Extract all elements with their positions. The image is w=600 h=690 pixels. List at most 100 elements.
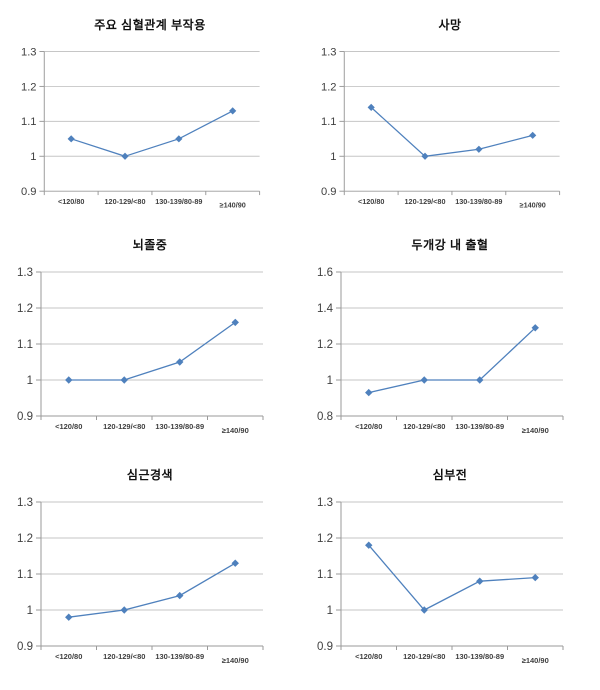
y-tick-label: 0.9 [321, 186, 337, 198]
x-tick-label: 120-129/<80 [103, 652, 145, 661]
data-point-marker [176, 358, 184, 366]
x-tick-label: 120-129/<80 [405, 197, 446, 206]
y-tick-label: 1.1 [21, 116, 36, 128]
data-point-marker [365, 388, 373, 397]
data-point-marker [229, 107, 237, 115]
x-tick-label: 130-139/80-89 [455, 422, 504, 431]
y-tick-label: 1 [27, 605, 33, 617]
chart-title: 심부전 [432, 468, 468, 482]
y-tick-label: 1 [327, 605, 333, 617]
y-tick-label: 1.2 [321, 81, 337, 93]
chart-title: 주요 심혈관계 부작용 [94, 18, 206, 32]
x-tick-label: ≥140/90 [222, 426, 249, 435]
data-point-marker [176, 591, 184, 600]
data-point-marker [529, 131, 537, 139]
x-tick-label: <120/80 [358, 197, 384, 206]
x-tick-label: <120/80 [55, 652, 82, 661]
y-tick-label: 1.2 [17, 303, 33, 315]
data-line [68, 562, 236, 618]
y-tick-label: 0.9 [17, 411, 33, 423]
y-tick-label: 1.3 [17, 267, 33, 279]
y-tick-label: 1.1 [317, 569, 333, 581]
chart-panel-major-cv-adverse-events: 주요 심혈관계 부작용 0.9 1 1.1 1.2 1.3 <120/80 120-129/… [0, 0, 300, 230]
y-tick-label: 1.4 [317, 303, 334, 315]
y-tick-label: 1.2 [17, 533, 33, 545]
y-tick-label: 1 [330, 151, 336, 163]
y-tick-label: 1.1 [321, 116, 337, 128]
data-line [370, 106, 533, 157]
chart-title: 사망 [438, 18, 462, 32]
y-tick-label: 1.2 [21, 81, 36, 93]
chart-panel-myocardial-infarction: 심근경색 0.9 1 1.1 1.2 1.3 <120/80 120-129/<80 130-… [0, 460, 300, 690]
y-tick-label: 1 [27, 375, 33, 387]
x-tick-label: 130-139/80-89 [455, 652, 504, 661]
x-tick-label: ≥140/90 [522, 656, 549, 665]
chart-panel-heart-failure: 심부전 0.9 1 1.1 1.2 1.3 <120/80 120-129/<80 130-1… [300, 460, 600, 690]
y-tick-label: 0.9 [17, 641, 33, 653]
data-point-marker [65, 376, 73, 384]
data-point-marker [231, 559, 239, 567]
y-tick-label: 1 [30, 151, 36, 163]
data-point-marker [67, 135, 75, 143]
data-point-marker [65, 613, 73, 621]
data-point-marker [121, 152, 129, 160]
x-tick-label: <120/80 [55, 422, 82, 431]
chart-panel-intracranial-hemorrhage: 두개강 내 출혈 0.8 1 1.2 1.4 1.6 <120/80 120-129/<80… [300, 230, 600, 460]
chart-canvas: 0.9 1 1.1 1.2 1.3 <120/80 120-129/<80 130-139/8… [321, 46, 561, 210]
y-tick-label: 0.9 [317, 641, 333, 653]
x-tick-label: 130-139/80-89 [155, 197, 202, 206]
y-tick-label: 0.8 [317, 411, 333, 423]
chart-panel-stroke: 뇌졸중 0.9 1 1.1 1.2 1.3 <120/80 120-129/<80 130-1… [0, 230, 300, 460]
x-tick-label: <120/80 [58, 197, 84, 206]
data-line [68, 321, 236, 381]
x-tick-label: ≥140/90 [522, 426, 549, 435]
data-point-marker [231, 318, 239, 327]
chart-canvas: 0.9 1 1.1 1.2 1.3 <120/80 120-129/<80 130-139/8… [317, 497, 564, 665]
x-tick-label: 120-129/<80 [103, 422, 145, 431]
data-line [368, 544, 536, 611]
x-tick-label: ≥140/90 [520, 201, 546, 210]
x-tick-label: ≥140/90 [220, 201, 246, 210]
chart-title: 뇌졸중 [132, 238, 168, 252]
chart-canvas: 0.9 1 1.1 1.2 1.3 <120/80 120-129/<80 130-139/8… [17, 497, 264, 665]
x-tick-label: <120/80 [355, 422, 382, 431]
data-line [70, 110, 233, 157]
chart-panel-death: 사망 0.9 1 1.1 1.2 1.3 <120/80 120-129/<80 130-13… [300, 0, 600, 230]
data-point-marker [365, 541, 373, 549]
chart-canvas: 0.8 1 1.2 1.4 1.6 <120/80 120-129/<80 130-139/8… [317, 267, 564, 435]
data-point-marker [476, 376, 484, 384]
y-tick-label: 1.1 [17, 339, 33, 351]
chart-canvas: 0.9 1 1.1 1.2 1.3 <120/80 120-129/<80 130-139/8… [17, 267, 264, 435]
x-tick-label: 120-129/<80 [403, 422, 445, 431]
data-point-marker [367, 103, 375, 111]
data-line [368, 327, 536, 394]
x-tick-label: ≥140/90 [222, 656, 249, 665]
y-tick-label: 1.1 [17, 569, 33, 581]
y-tick-label: 0.9 [21, 186, 36, 198]
chart-title: 심근경색 [126, 468, 174, 482]
y-tick-label: 1.3 [17, 497, 33, 509]
y-tick-label: 1.3 [317, 497, 333, 509]
data-point-marker [120, 376, 128, 384]
y-tick-label: 1.3 [21, 46, 36, 58]
data-point-marker [531, 324, 539, 332]
data-point-marker [120, 606, 128, 614]
data-point-marker [175, 135, 183, 143]
chart-canvas: 0.9 1 1.1 1.2 1.3 <120/80 120-129/<80 130-139/8… [21, 46, 261, 210]
y-tick-label: 1.3 [321, 46, 337, 58]
x-tick-label: 130-139/80-89 [155, 422, 204, 431]
data-point-marker [476, 577, 484, 585]
x-tick-label: 130-139/80-89 [155, 652, 204, 661]
data-point-marker [420, 376, 428, 384]
y-tick-label: 1.2 [317, 533, 333, 545]
data-point-marker [420, 606, 428, 614]
y-tick-label: 1 [327, 375, 333, 387]
data-point-marker [421, 152, 429, 160]
data-point-marker [531, 573, 539, 582]
y-tick-label: 1.6 [317, 267, 333, 279]
x-tick-label: 130-139/80-89 [455, 197, 502, 206]
x-tick-label: 120-129/<80 [403, 652, 445, 661]
x-tick-label: <120/80 [355, 652, 382, 661]
y-tick-label: 1.2 [317, 339, 333, 351]
